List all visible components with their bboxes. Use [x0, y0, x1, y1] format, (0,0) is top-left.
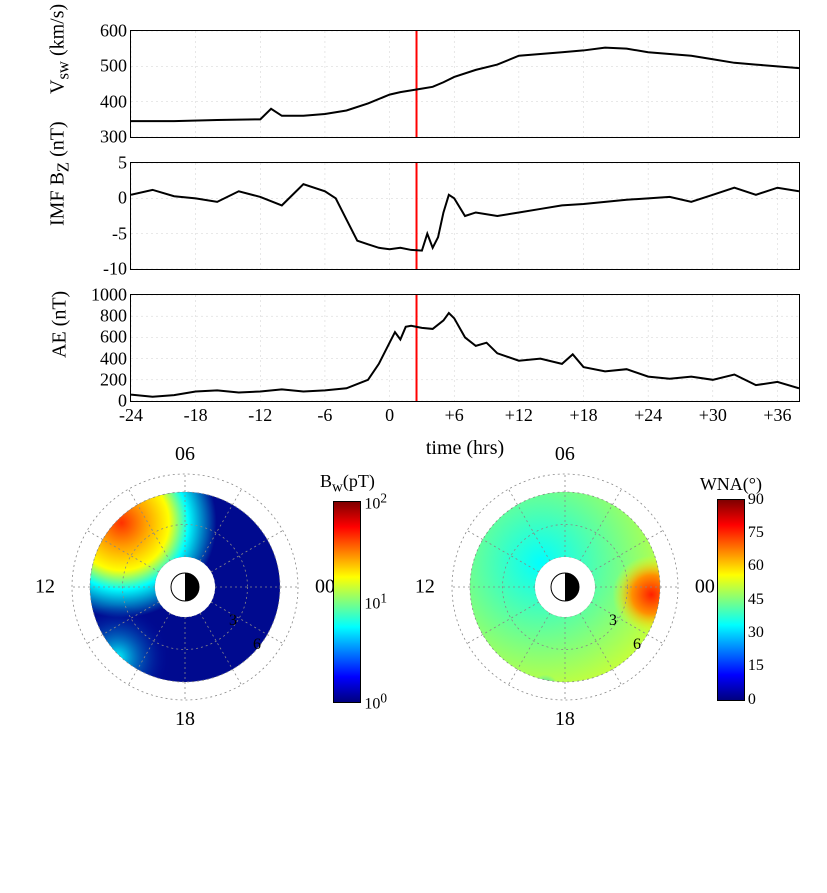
colorbar-tick: 101: [364, 590, 387, 613]
ytick: 5: [118, 153, 127, 174]
ytick: 200: [100, 369, 127, 390]
ytick: 400: [100, 348, 127, 369]
colorbar-gradient: 0153045607590: [717, 499, 745, 701]
xtick: +30: [699, 405, 727, 426]
polar-clock-label: 18: [555, 708, 575, 731]
time-series-stack: Vsw (km/s)300400500600IMF BZ (nT)-10-505…: [50, 20, 810, 412]
polar-plot-bw: 3606001812: [65, 467, 305, 707]
xtick: +24: [634, 405, 662, 426]
colorbar-tick: 45: [748, 591, 764, 609]
xtick: -24: [119, 405, 143, 426]
polar-plot-wna: 3606001812: [445, 467, 685, 707]
svg-text:6: 6: [633, 636, 641, 653]
svg-text:3: 3: [229, 612, 237, 629]
colorbar-gradient: 100101102: [333, 501, 361, 703]
polar-clock-label: 18: [175, 708, 195, 731]
xtick: +6: [445, 405, 464, 426]
panel-ae: AE (nT)time (hrs)02004006008001000-24-18…: [50, 284, 810, 412]
colorbar-tick: 0: [748, 691, 756, 709]
ylabel-vsw: Vsw (km/s): [47, 74, 74, 94]
plot-area-ae: 02004006008001000-24-18-12-60+6+12+18+24…: [130, 294, 800, 402]
ytick: 400: [100, 91, 127, 112]
ylabel-imfbz: IMF BZ (nT): [47, 206, 74, 226]
plot-area-vsw: 300400500600: [130, 30, 800, 138]
ytick: 300: [100, 127, 127, 148]
colorbar-tick: 102: [364, 490, 387, 513]
xtick: 0: [385, 405, 394, 426]
ytick: 1000: [91, 285, 127, 306]
polar-clock-label: 06: [175, 443, 195, 466]
plot-area-imfbz: -10-505: [130, 162, 800, 270]
ytick: 800: [100, 306, 127, 327]
colorbar-tick: 60: [748, 557, 764, 575]
panel-imfbz: IMF BZ (nT)-10-505: [50, 152, 810, 280]
polar-clock-label: 12: [35, 576, 55, 599]
xtick: -12: [248, 405, 272, 426]
polar-block-bw: 3606001812Bw(pT)100101102: [65, 467, 375, 707]
xtick: +36: [763, 405, 791, 426]
xlabel: time (hrs): [130, 437, 800, 460]
xtick: +12: [505, 405, 533, 426]
ylabel-ae: AE (nT): [49, 338, 72, 358]
xtick: -18: [184, 405, 208, 426]
xtick: +18: [569, 405, 597, 426]
colorbar-tick: 15: [748, 657, 764, 675]
ytick: -10: [103, 259, 127, 280]
ytick: 500: [100, 56, 127, 77]
ytick: 600: [100, 327, 127, 348]
polar-clock-label: 00: [315, 576, 335, 599]
colorbar-tick: 90: [748, 491, 764, 509]
xtick: -6: [317, 405, 332, 426]
polar-row: 3606001812Bw(pT)1001011023606001812WNA(°…: [20, 467, 807, 707]
colorbar-tick: 75: [748, 524, 764, 542]
svg-text:6: 6: [253, 636, 261, 653]
polar-block-wna: 3606001812WNA(°)0153045607590: [445, 467, 762, 707]
ytick: 0: [118, 188, 127, 209]
colorbar-tick: 30: [748, 624, 764, 642]
polar-clock-label: 12: [415, 576, 435, 599]
panel-vsw: Vsw (km/s)300400500600: [50, 20, 810, 148]
colorbar-tick: 100: [364, 690, 387, 713]
ytick: 600: [100, 21, 127, 42]
polar-clock-label: 00: [695, 576, 715, 599]
ytick: -5: [112, 223, 127, 244]
polar-clock-label: 06: [555, 443, 575, 466]
svg-text:3: 3: [609, 612, 617, 629]
